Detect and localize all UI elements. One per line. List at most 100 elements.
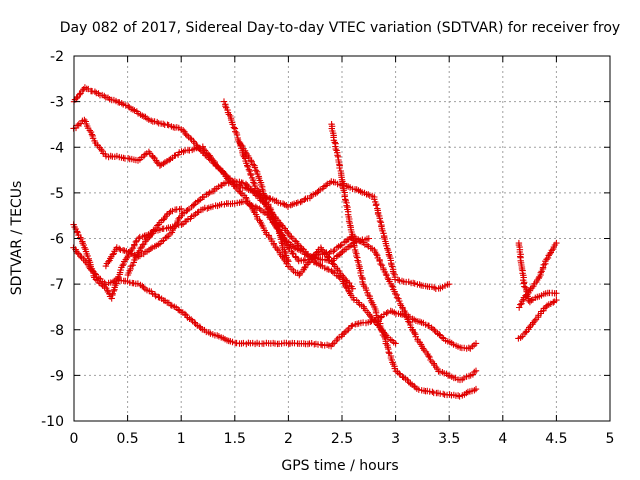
- data-point: [425, 352, 432, 360]
- data-point: [317, 341, 325, 348]
- data-point: [279, 200, 287, 207]
- data-point: [465, 344, 472, 351]
- data-point: [160, 160, 167, 167]
- data-point: [77, 253, 84, 260]
- data-point: [343, 202, 350, 209]
- data-point: [254, 187, 261, 194]
- grid: [74, 56, 610, 421]
- data-point: [472, 385, 480, 393]
- data-point: [346, 279, 353, 287]
- data-point: [244, 162, 251, 169]
- data-point: [281, 248, 288, 255]
- data-point: [182, 130, 189, 138]
- data-point: [152, 292, 159, 300]
- data-point: [394, 276, 402, 283]
- data-point: [175, 215, 182, 223]
- data-point: [543, 256, 550, 263]
- data-point: [537, 269, 544, 276]
- y-axis-label: SDTVAR / TECUs: [9, 181, 25, 296]
- x-tick-label: 0.5: [116, 431, 138, 447]
- data-point: [105, 258, 112, 265]
- x-axis-ticks: 0 0.5 1 1.5 2 2.5 3 3.5 4 4.5 5: [70, 56, 614, 447]
- data-point: [372, 202, 380, 209]
- data-point: [77, 234, 84, 241]
- y-tick-label: -9: [50, 368, 64, 384]
- data-point: [246, 167, 253, 175]
- data-point: [81, 116, 88, 124]
- data-point: [131, 241, 138, 248]
- data-point: [405, 318, 412, 325]
- series-track-8: [236, 139, 292, 265]
- series-track-6: [124, 205, 185, 279]
- data-point: [154, 118, 161, 126]
- data-point: [388, 282, 396, 290]
- data-point: [101, 92, 108, 100]
- data-point: [200, 145, 207, 153]
- series-track-5: [102, 177, 480, 384]
- series-track-12: [515, 296, 560, 342]
- series-track-1: [70, 84, 453, 292]
- data-point: [220, 98, 228, 105]
- data-point: [446, 280, 453, 288]
- data-point: [297, 198, 304, 206]
- series-track-4: [70, 198, 372, 302]
- data-point: [346, 243, 354, 250]
- x-tick-label: 2.5: [331, 431, 353, 447]
- data-point: [210, 157, 217, 164]
- series-track-3: [70, 244, 480, 352]
- data-point: [256, 205, 263, 212]
- x-tick-label: 2: [284, 431, 293, 447]
- data-point: [429, 388, 436, 395]
- data-point: [275, 223, 282, 230]
- y-tick-label: -3: [50, 95, 64, 111]
- data-point: [160, 216, 167, 223]
- data-point: [117, 266, 124, 274]
- data-point: [139, 282, 146, 290]
- data-point: [336, 164, 343, 172]
- data-point: [526, 324, 533, 331]
- data-point: [516, 304, 523, 311]
- data-point: [324, 253, 331, 260]
- data-point: [167, 301, 174, 309]
- x-axis-label: GPS time / hours: [281, 458, 398, 474]
- data-point: [140, 240, 148, 248]
- data-point: [472, 340, 480, 347]
- x-tick-label: 1: [177, 431, 186, 447]
- data-point: [285, 258, 292, 265]
- data-point: [384, 309, 391, 316]
- data-point: [385, 349, 392, 356]
- data-point: [124, 102, 132, 110]
- data-point: [548, 247, 555, 254]
- data-point: [540, 261, 547, 268]
- data-point: [350, 296, 358, 303]
- data-point: [426, 353, 433, 361]
- data-point: [237, 141, 245, 149]
- data-point: [245, 166, 253, 173]
- data-point: [191, 201, 198, 208]
- data-point: [248, 158, 255, 165]
- data-point: [165, 156, 173, 164]
- data-point: [109, 278, 117, 286]
- data-point: [239, 179, 247, 187]
- data-points: [70, 84, 560, 400]
- x-tick-label: 1.5: [224, 431, 246, 447]
- x-tick-label: 0: [70, 431, 79, 447]
- data-point: [132, 238, 139, 246]
- data-point: [252, 167, 260, 174]
- data-point: [518, 297, 526, 305]
- data-point: [415, 386, 422, 393]
- chart-title: Day 082 of 2017, Sidereal Day-to-day VTE…: [60, 20, 620, 36]
- data-point: [178, 205, 185, 213]
- data-point: [392, 340, 399, 347]
- data-point: [267, 206, 275, 213]
- data-point: [108, 295, 115, 302]
- data-point: [350, 237, 357, 244]
- data-point: [376, 217, 384, 225]
- series-track-9: [328, 121, 480, 400]
- data-point: [354, 257, 361, 264]
- y-tick-label: -10: [41, 414, 64, 430]
- data-point: [116, 245, 123, 252]
- data-point: [349, 322, 356, 329]
- data-point: [336, 267, 343, 275]
- data-point: [88, 131, 96, 138]
